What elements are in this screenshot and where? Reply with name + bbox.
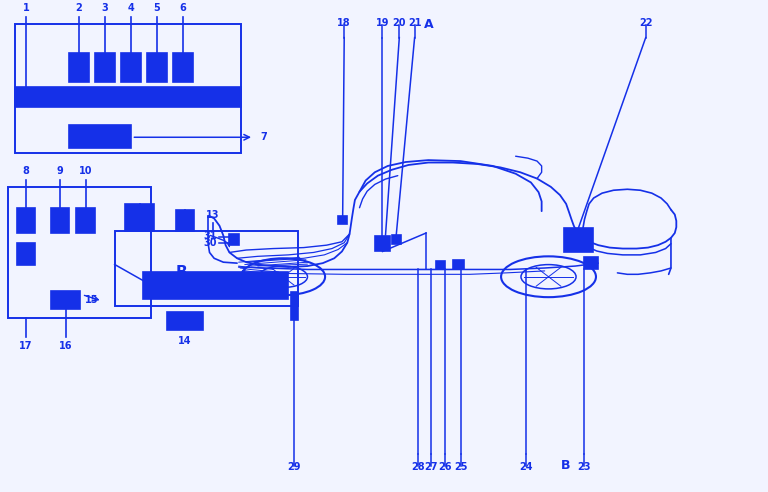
Bar [453,260,464,270]
Bar [167,312,204,330]
Bar [125,204,154,231]
Bar [564,228,593,252]
Text: 1: 1 [22,3,29,13]
Text: 16: 16 [59,341,72,351]
Text: A: A [25,90,36,104]
Text: 25: 25 [454,462,467,472]
Bar [68,124,131,148]
Bar [51,291,80,309]
Bar [114,231,298,306]
Bar [338,215,347,224]
Text: 15: 15 [84,295,98,305]
Text: A: A [424,18,433,31]
Bar [436,261,445,270]
Text: 3: 3 [101,3,108,13]
Text: 30: 30 [204,238,217,248]
Text: 7: 7 [260,132,266,142]
Bar [76,208,94,233]
Text: 10: 10 [79,166,92,176]
Bar [375,236,390,251]
Text: 9: 9 [57,166,64,176]
Text: 28: 28 [412,462,425,472]
Text: B: B [561,459,571,472]
Bar [121,53,141,82]
Text: 20: 20 [392,18,406,28]
Bar [17,243,35,265]
Bar [68,53,88,82]
Text: 19: 19 [376,18,389,28]
Text: 22: 22 [639,18,653,28]
Bar [94,53,114,82]
Text: 12: 12 [178,210,192,220]
Bar [173,53,193,82]
Bar [230,235,239,245]
Text: 11: 11 [133,210,147,220]
Bar [143,272,288,299]
Text: 4: 4 [127,3,134,13]
Bar [51,208,69,233]
Text: 21: 21 [408,18,422,28]
Bar [17,208,35,233]
Text: 13: 13 [206,210,220,220]
Bar [392,235,401,244]
Text: 14: 14 [178,336,192,346]
Text: 8: 8 [22,166,29,176]
Text: 18: 18 [337,18,351,28]
Text: 31: 31 [204,231,217,242]
Bar [8,187,151,318]
Text: 26: 26 [439,462,452,472]
Text: 23: 23 [578,462,591,472]
Bar [290,292,298,320]
Text: 24: 24 [519,462,532,472]
Text: 2: 2 [75,3,82,13]
Text: 5: 5 [154,3,160,13]
Text: 6: 6 [180,3,186,13]
Text: 29: 29 [287,462,300,472]
Bar [584,257,598,270]
Bar [15,24,241,153]
Text: B: B [176,265,187,280]
Bar [15,87,241,107]
Bar [176,210,194,231]
Text: 17: 17 [19,341,32,351]
Text: 27: 27 [425,462,439,472]
Bar [147,53,167,82]
